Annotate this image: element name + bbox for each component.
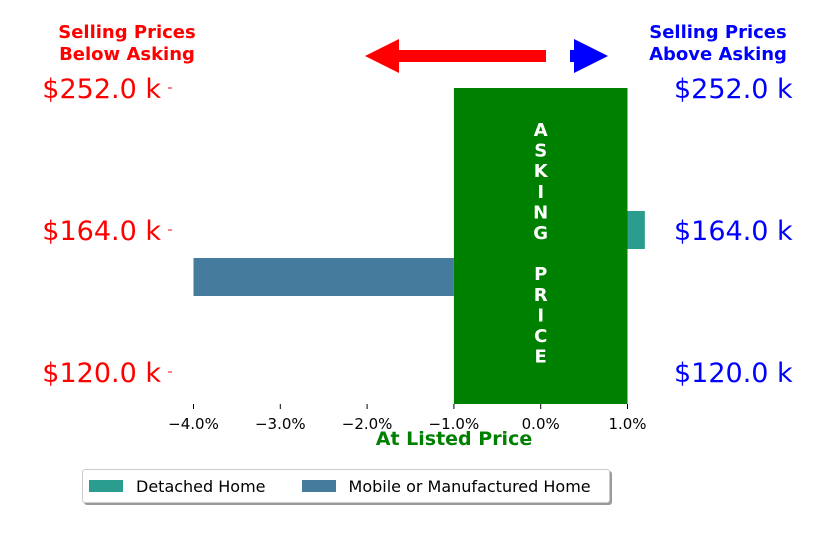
right-header-line2: Above Asking	[649, 44, 787, 65]
bar-detached	[627, 211, 645, 249]
plot-area: $120.0 k $120.0 k $164.0 k $164.0 k $252.0 k…	[42, 74, 793, 433]
left-header-line1: Selling Prices	[58, 22, 195, 43]
right-header-line1: Selling Prices	[649, 22, 786, 43]
y-label-right: $120.0 k	[674, 358, 793, 389]
legend-swatch-mobile	[301, 480, 336, 492]
x-tick-label: 0.0%	[522, 415, 560, 433]
legend-item-detached: Detached Home	[83, 477, 266, 496]
legend-item-mobile: Mobile or Manufactured Home	[296, 477, 591, 496]
asking-letter: I	[537, 305, 544, 326]
asking-letter: E	[535, 347, 547, 368]
legend-swatch-detached	[89, 480, 123, 492]
legend-label-detached: Detached Home	[136, 476, 266, 496]
x-tick-label: −4.0%	[168, 415, 219, 433]
x-axis-label: At Listed Price	[376, 428, 532, 450]
asking-letter: I	[537, 182, 544, 203]
asking-letter: R	[534, 285, 548, 306]
legend-label-mobile: Mobile or Manufactured Home	[348, 476, 591, 496]
bar-mobile	[193, 258, 454, 296]
x-tick-label: −3.0%	[255, 415, 306, 433]
y-label-right: $252.0 k	[674, 74, 793, 105]
asking-letter: P	[534, 264, 547, 285]
y-label-left: $252.0 k	[42, 74, 161, 105]
y-label-left: $164.0 k	[42, 216, 161, 247]
left-arrow-icon	[365, 39, 546, 73]
x-tick-label: −2.0%	[342, 415, 393, 433]
asking-letter: N	[533, 202, 548, 223]
y-label-right: $164.0 k	[674, 216, 793, 247]
asking-price-band	[453, 88, 628, 404]
legend: Detached Home Mobile or Manufactured Hom…	[82, 469, 610, 503]
x-tick-label: −1.0%	[429, 415, 480, 433]
asking-letter: S	[534, 141, 547, 162]
asking-letter: C	[534, 326, 547, 347]
asking-letter: K	[534, 161, 549, 182]
right-arrow-icon	[570, 39, 608, 73]
y-label-left: $120.0 k	[42, 358, 161, 389]
asking-letter: A	[534, 120, 548, 141]
x-tick-label: 1.0%	[608, 415, 646, 433]
left-header-line2: Below Asking	[59, 44, 195, 65]
asking-letter: G	[533, 223, 548, 244]
